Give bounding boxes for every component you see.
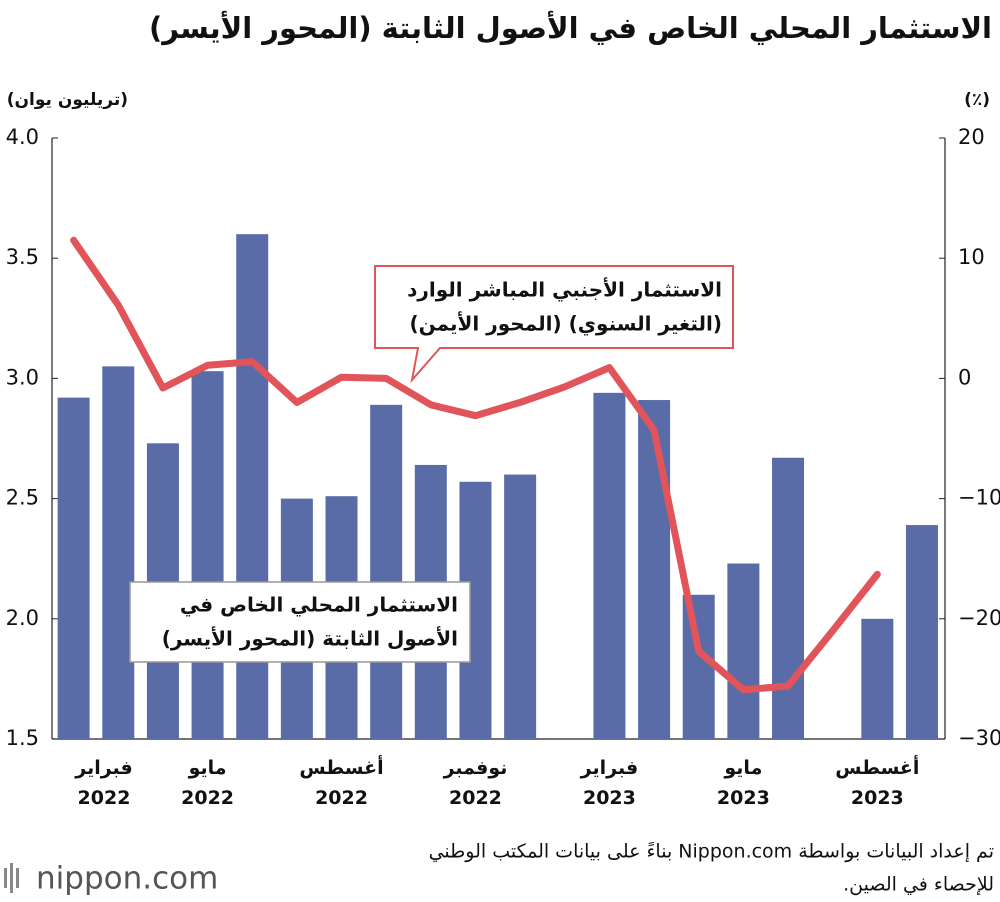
bar (236, 234, 269, 739)
bar (370, 404, 403, 739)
y-tick-label: 2.5 (6, 486, 39, 510)
y2-tick-label: 10 (958, 245, 985, 269)
x-tick-label: فبراير 2023 (580, 757, 638, 809)
source-note: للإحصاء في الصين. (843, 874, 994, 896)
callout-box (129, 581, 471, 663)
y-tick-label: 3.0 (6, 365, 39, 389)
bar (772, 457, 805, 739)
bar (905, 525, 938, 739)
logo-icon (4, 868, 7, 888)
logo-text: nippon.com (36, 861, 218, 897)
bar (682, 594, 715, 739)
bar (57, 397, 90, 739)
bar (504, 474, 537, 739)
x-tick-label: أغسطس 2022 (299, 755, 383, 809)
annotation: (التغير السنوي) (المحور الأيمن) (409, 311, 722, 337)
x-tick-label: مايو 2023 (717, 757, 770, 809)
bar (638, 400, 671, 739)
logo-icon (16, 868, 19, 888)
y2-axis-label: (٪) (964, 90, 990, 110)
bar (191, 371, 224, 739)
bar (102, 366, 135, 739)
y-tick-label: 2.0 (6, 606, 39, 630)
x-tick-label: أغسطس 2023 (835, 755, 919, 809)
line (70, 236, 881, 694)
x-tick-label: نوفمبر 2022 (443, 757, 508, 809)
chart-title: الاستثمار المحلي الخاص في الأصول الثابتة… (149, 10, 992, 45)
annotation: الاستثمار المحلي الخاص في (180, 593, 458, 618)
y2-tick-label: 0 (958, 365, 971, 389)
y2-tick-label: −30 (958, 726, 1000, 750)
x-tick-label: فبراير 2022 (74, 757, 132, 809)
logo: nippon.com (4, 861, 218, 897)
bar (861, 618, 894, 739)
bar (593, 392, 626, 739)
y2-tick-label: 20 (958, 125, 985, 149)
annotation: الاستثمار الأجنبي المباشر الوارد (407, 277, 722, 303)
annotation: الأصول الثابتة (المحور الأيسر) (162, 626, 458, 651)
bar (727, 563, 760, 739)
y-tick-label: 1.5 (6, 726, 39, 750)
y2-tick-label: −10 (958, 486, 1000, 510)
y-tick-label: 3.5 (6, 245, 39, 269)
x-tick-label: مايو 2022 (181, 757, 234, 809)
source-note: تم إعداد البيانات بواسطة Nippon.com بناء… (429, 841, 994, 864)
callout-box (374, 265, 734, 384)
y-tick-label: 4.0 (6, 125, 39, 149)
y2-tick-label: −20 (958, 606, 1000, 630)
logo-icon (10, 863, 13, 893)
y-axis-label: (تريليون يوان) (7, 90, 128, 110)
